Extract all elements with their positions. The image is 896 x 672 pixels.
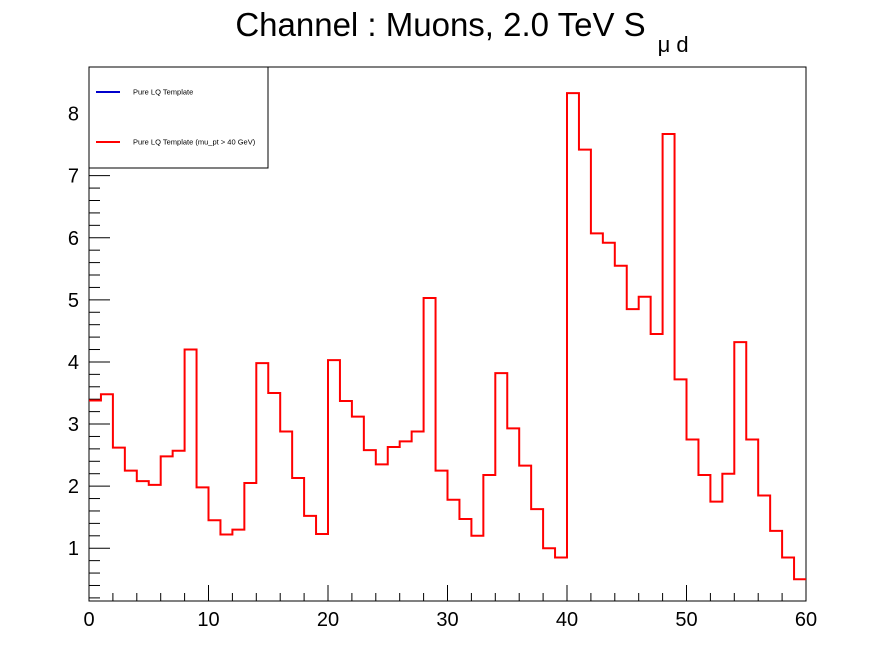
y-tick-label: 5 [68, 290, 79, 312]
series-layer [89, 92, 806, 581]
x-tick-label: 10 [197, 609, 219, 631]
series-line-1 [89, 92, 806, 581]
x-tick-label: 50 [675, 609, 697, 631]
x-tick-label: 40 [556, 609, 578, 631]
chart-title: Channel : Muons, 2.0 TeV S [235, 6, 645, 43]
legend-label-pure-lq-mupt: Pure LQ Template (mu_pt > 40 GeV) [133, 138, 256, 147]
legend-box [88, 66, 269, 169]
y-tick-label: 3 [68, 414, 79, 436]
x-tick-label: 30 [436, 609, 458, 631]
legend-label-pure-lq: Pure LQ Template [133, 88, 193, 97]
legend: Pure LQ Template Pure LQ Template (mu_pt… [88, 66, 269, 169]
x-tick-label: 20 [317, 609, 339, 631]
x-axis: 0 10 20 30 40 50 60 [83, 585, 817, 631]
y-tick-label: 2 [68, 476, 79, 498]
y-tick-label: 4 [68, 352, 79, 374]
y-tick-label: 6 [68, 228, 79, 250]
chart-title-subscript: μ d [658, 32, 689, 57]
x-tick-label: 0 [83, 609, 94, 631]
y-tick-label: 8 [68, 104, 79, 126]
y-tick-label: 1 [68, 538, 79, 560]
y-tick-label: 7 [68, 166, 79, 188]
x-tick-label: 60 [795, 609, 817, 631]
